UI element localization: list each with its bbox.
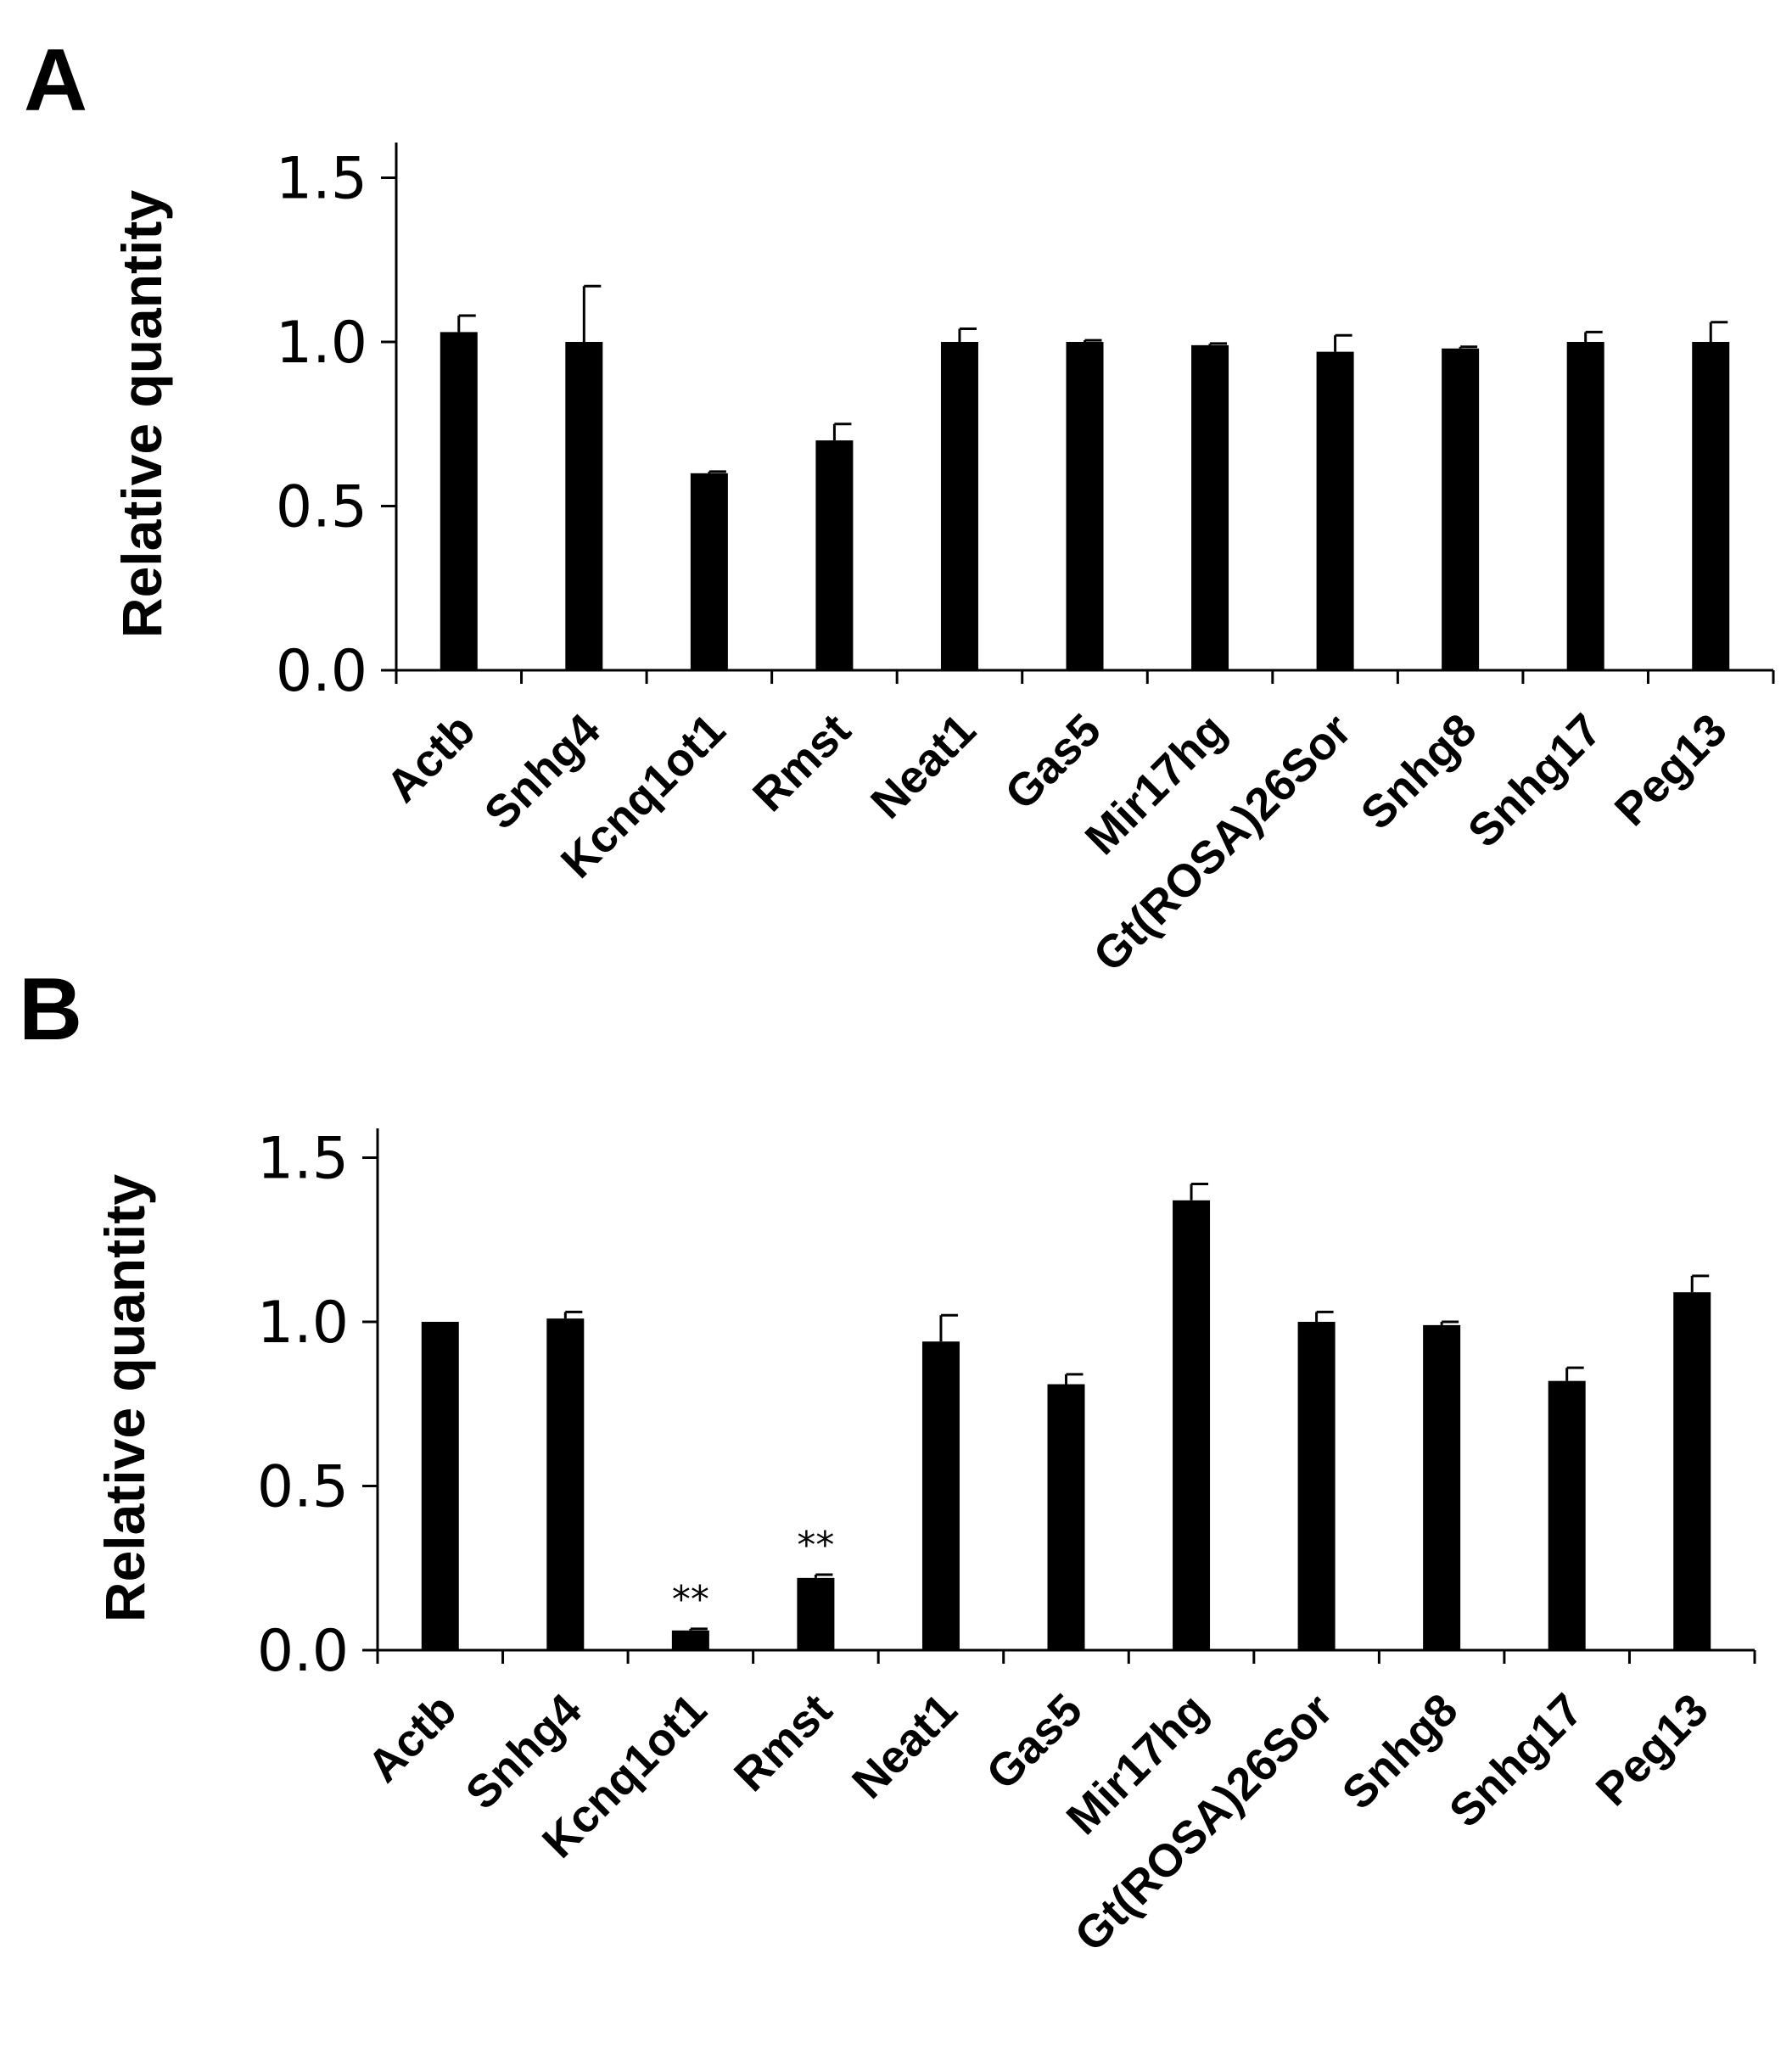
y-axis-label: Relative quantity — [93, 1174, 156, 1622]
bar — [1047, 1384, 1085, 1650]
y-tick-label: 1.5 — [257, 1126, 349, 1193]
y-tick-label: 0.5 — [276, 474, 367, 541]
bar — [421, 1322, 459, 1650]
y-tick-label: 1.0 — [276, 310, 367, 377]
significance-label: ** — [672, 1578, 709, 1621]
bar — [690, 473, 728, 670]
bar — [1173, 1200, 1211, 1650]
y-tick-label: 1.5 — [276, 146, 367, 213]
bar — [921, 1341, 960, 1650]
bar — [1692, 342, 1730, 670]
bars — [440, 284, 1730, 670]
bar — [671, 1630, 709, 1650]
bar — [1673, 1292, 1711, 1650]
panel-letter: A — [24, 31, 87, 130]
bar — [1066, 342, 1104, 670]
bar — [546, 1318, 585, 1650]
bar — [797, 1577, 835, 1650]
y-tick-label: 0.5 — [257, 1454, 349, 1521]
y-axis-label: Relative quantity — [110, 190, 173, 638]
axes: 0.0 0.5 1.0 1.5 — [276, 143, 1775, 705]
axes: 0.0 0.5 1.0 1.5 — [257, 1126, 1756, 1685]
y-tick-label: 0.0 — [257, 1618, 349, 1685]
bar — [1566, 342, 1604, 670]
y-tick-label: 0.0 — [276, 638, 367, 705]
bars: ** ** — [421, 1182, 1711, 1650]
bar — [1316, 351, 1354, 670]
bar — [1191, 344, 1229, 670]
significance-label: ** — [797, 1524, 834, 1567]
panel-letter: B — [19, 960, 82, 1059]
bar — [1423, 1324, 1461, 1650]
bar — [565, 342, 603, 670]
bar — [1297, 1322, 1336, 1650]
bar — [815, 440, 854, 670]
y-tick-label: 1.0 — [257, 1290, 349, 1357]
bar — [1442, 348, 1480, 670]
bar — [940, 342, 978, 670]
bar — [1548, 1380, 1586, 1650]
bar — [440, 332, 478, 670]
